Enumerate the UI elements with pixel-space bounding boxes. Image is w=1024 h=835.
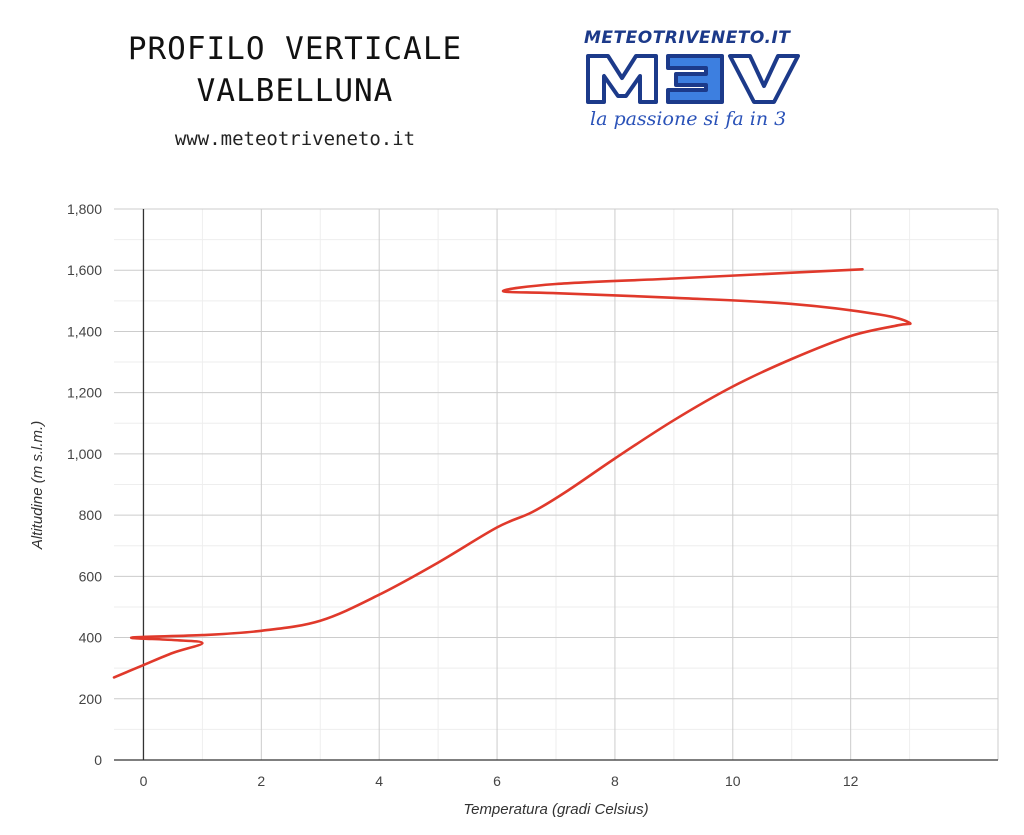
y-tick-label: 800 (79, 507, 103, 523)
x-tick-label: 8 (611, 773, 619, 789)
y-tick-labels: 0 200 400 600 800 1,000 1,200 1,400 1,600 1,800 (67, 201, 102, 768)
logo-url-text: METEOTRIVENETO.IT (584, 28, 791, 48)
y-tick-label: 1,600 (67, 262, 102, 278)
x-axis-title: Temperatura (gradi Celsius) (463, 801, 648, 818)
y-tick-label: 200 (79, 691, 103, 707)
logo-mark (586, 54, 800, 104)
grid-minor (114, 209, 998, 760)
x-tick-label: 12 (843, 773, 859, 789)
y-tick-label: 400 (79, 630, 103, 646)
x-tick-label: 6 (493, 773, 501, 789)
y-tick-label: 1,800 (67, 201, 102, 217)
y-tick-label: 0 (94, 752, 102, 768)
x-tick-label: 4 (375, 773, 383, 789)
x-tick-labels: 0 2 4 6 8 10 12 (140, 773, 859, 789)
series-line (112, 268, 912, 679)
y-axis-title: Altitudine (m s.l.m.) (29, 421, 46, 550)
chart-title: PROFILO VERTICALE VALBELLUNA (95, 28, 495, 112)
chart-title-line2: VALBELLUNA (196, 73, 394, 109)
y-tick-label: 1,000 (67, 446, 102, 462)
y-tick-label: 1,200 (67, 385, 102, 401)
y-tick-label: 1,400 (67, 323, 102, 339)
logo: METEOTRIVENETO.IT la passione si fa in 3 (580, 28, 810, 143)
x-tick-label: 10 (725, 773, 741, 789)
series (112, 268, 912, 679)
chart-title-line1: PROFILO VERTICALE (127, 31, 463, 67)
x-tick-label: 0 (140, 773, 148, 789)
y-tick-label: 600 (79, 568, 103, 584)
website-text: www.meteotriveneto.it (174, 128, 416, 150)
logo-tagline: la passione si fa in 3 (590, 108, 787, 130)
x-tick-label: 2 (257, 773, 265, 789)
axes (114, 209, 998, 761)
